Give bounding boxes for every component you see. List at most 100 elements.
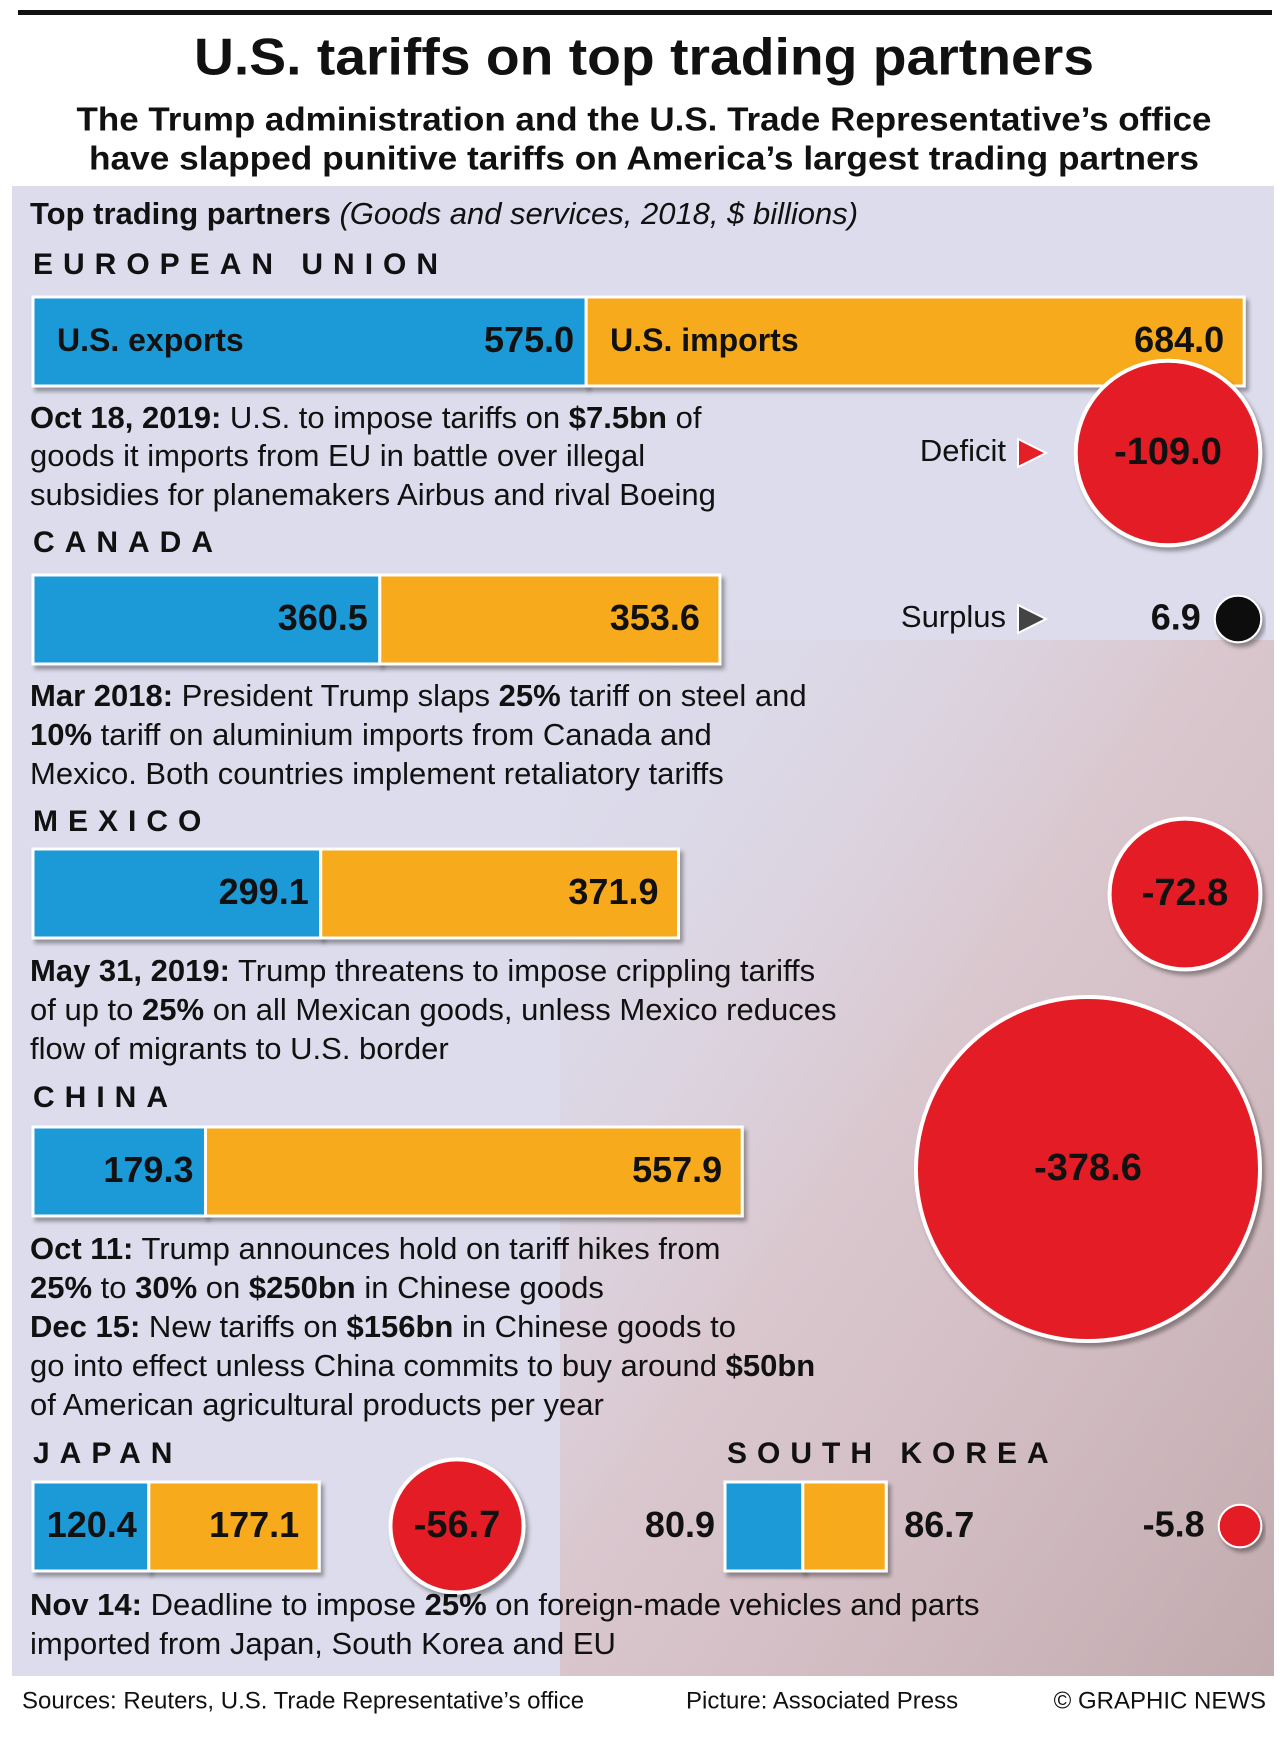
balance-value: -56.7 — [414, 1504, 501, 1546]
partner-name: SOUTH KOREA — [727, 1437, 1059, 1470]
key-arrow — [1017, 603, 1049, 635]
balance-key: Deficit — [920, 433, 1007, 468]
note-text: Trump announces hold on tariff hikes fro… — [133, 1231, 720, 1266]
note-text: 25% — [30, 1270, 92, 1305]
partner-name: CANADA — [33, 526, 223, 559]
partner-name: JAPAN — [33, 1437, 182, 1470]
balance-value: -109.0 — [1114, 431, 1222, 473]
imports-bar — [147, 1480, 321, 1573]
note-text: of up to — [30, 992, 142, 1027]
imports-label: U.S. imports — [610, 322, 798, 358]
note-line: Oct 18, 2019: U.S. to impose tariffs on … — [30, 400, 702, 435]
note-text: Nov 14: — [30, 1587, 142, 1622]
note-text: flow of migrants to U.S. border — [30, 1031, 449, 1066]
note-text: New tariffs on — [140, 1309, 346, 1344]
note-line: Nov 14: Deadline to impose 25% on foreig… — [30, 1587, 979, 1622]
panel-title: Top trading partners (Goods and services… — [30, 196, 858, 231]
balance-circle — [913, 994, 1263, 1344]
exports-value: 360.5 — [278, 597, 368, 638]
note-text: $156bn — [346, 1309, 453, 1344]
footer-source: Sources: Reuters, U.S. Trade Representat… — [22, 1687, 584, 1714]
note-text: of — [667, 400, 702, 435]
balance-value: 6.9 — [1151, 597, 1201, 638]
note-text: President Trump slaps — [173, 678, 499, 713]
note-line: Mar 2018: President Trump slaps 25% tari… — [30, 678, 807, 713]
exports-bar — [723, 1480, 805, 1573]
note-line: go into effect unless China commits to b… — [30, 1348, 815, 1383]
note-line: flow of migrants to U.S. border — [30, 1031, 449, 1066]
partner-name: EUROPEAN UNION — [33, 248, 448, 281]
panel-title: Top trading partners — [30, 196, 331, 231]
note-text: Deadline to impose — [142, 1587, 425, 1622]
imports-value: 557.9 — [632, 1149, 722, 1190]
note-text: goods it imports from EU in battle over … — [30, 438, 645, 473]
note-text: in Chinese goods to — [453, 1309, 736, 1344]
note-line: subsidies for planemakers Airbus and riv… — [30, 477, 716, 512]
imports-bar — [801, 1480, 888, 1573]
note-text: Mar 2018: — [30, 678, 173, 713]
exports-bar — [31, 1480, 151, 1573]
exports-bar — [31, 1125, 207, 1218]
balance-circle — [1217, 1503, 1263, 1549]
note-line: Dec 15: New tariffs on $156bn in Chinese… — [30, 1309, 736, 1344]
note-text: May 31, 2019: — [30, 953, 230, 988]
note-text: 25% — [142, 992, 204, 1027]
balance-circle — [388, 1457, 526, 1595]
note-line: Oct 11: Trump announces hold on tariff h… — [30, 1231, 720, 1266]
note-text: $250bn — [249, 1270, 356, 1305]
note-line: of up to 25% on all Mexican goods, unles… — [30, 992, 836, 1027]
note-text: in Chinese goods — [356, 1270, 604, 1305]
note-line: of American agricultural products per ye… — [30, 1387, 604, 1422]
imports-value: 86.7 — [904, 1504, 974, 1545]
note-text: 25% — [499, 678, 561, 713]
note-line: 25% to 30% on $250bn in Chinese goods — [30, 1270, 604, 1305]
balance-value: -378.6 — [1034, 1147, 1142, 1189]
note-text: U.S. to impose tariffs on — [221, 400, 568, 435]
imports-value: 353.6 — [610, 597, 700, 638]
note-text: subsidies for planemakers Airbus and riv… — [30, 477, 716, 512]
note-text: tariff on steel and — [561, 678, 807, 713]
balance-circle — [1073, 358, 1263, 548]
note-text: 25% — [425, 1587, 487, 1622]
exports-bar — [31, 573, 382, 666]
exports-value: 299.1 — [219, 871, 309, 912]
note-text: Dec 15: — [30, 1309, 140, 1344]
key-arrow — [1017, 437, 1049, 469]
note-text: Oct 18, 2019: — [30, 400, 221, 435]
exports-value: 80.9 — [645, 1504, 715, 1545]
note-text: $50bn — [726, 1348, 816, 1383]
subtitle: have slapped punitive tariffs on America… — [89, 140, 1199, 177]
exports-label: U.S. exports — [57, 322, 244, 358]
partner-name: CHINA — [33, 1081, 178, 1114]
imports-value: 684.0 — [1134, 319, 1224, 360]
footer-picture: Picture: Associated Press — [686, 1687, 958, 1714]
note-line: imported from Japan, South Korea and EU — [30, 1626, 616, 1661]
note-text: on all Mexican goods, unless Mexico redu… — [204, 992, 836, 1027]
footer-credit: © GRAPHIC NEWS — [1054, 1687, 1266, 1714]
note-line: goods it imports from EU in battle over … — [30, 438, 645, 473]
note-line: May 31, 2019: Trump threatens to impose … — [30, 953, 815, 988]
note-text: Oct 11: — [30, 1231, 133, 1266]
note-text: 10% — [30, 717, 92, 752]
note-text: $7.5bn — [569, 400, 667, 435]
balance-value: -72.8 — [1142, 872, 1229, 914]
top-rule — [18, 10, 1272, 15]
balance-key: Surplus — [901, 599, 1006, 634]
balance-circle — [1107, 816, 1263, 972]
panel-subtitle: (Goods and services, 2018, $ billions) — [331, 196, 858, 231]
note-line: Mexico. Both countries implement retalia… — [30, 756, 724, 791]
exports-bar — [31, 847, 323, 940]
balance-circle — [1213, 594, 1263, 644]
note-text: tariff on aluminium imports from Canada … — [92, 717, 712, 752]
imports-bar — [319, 847, 681, 940]
imports-value: 371.9 — [568, 871, 658, 912]
exports-value: 179.3 — [103, 1149, 193, 1190]
note-line: 10% tariff on aluminium imports from Can… — [30, 717, 712, 752]
exports-value: 575.0 — [484, 319, 574, 360]
note-text: on — [197, 1270, 249, 1305]
note-text: imported from Japan, South Korea and EU — [30, 1626, 616, 1661]
balance-value: -5.8 — [1143, 1504, 1205, 1545]
note-text: Mexico. Both countries implement retalia… — [30, 756, 724, 791]
partner-name: MEXICO — [33, 805, 211, 838]
